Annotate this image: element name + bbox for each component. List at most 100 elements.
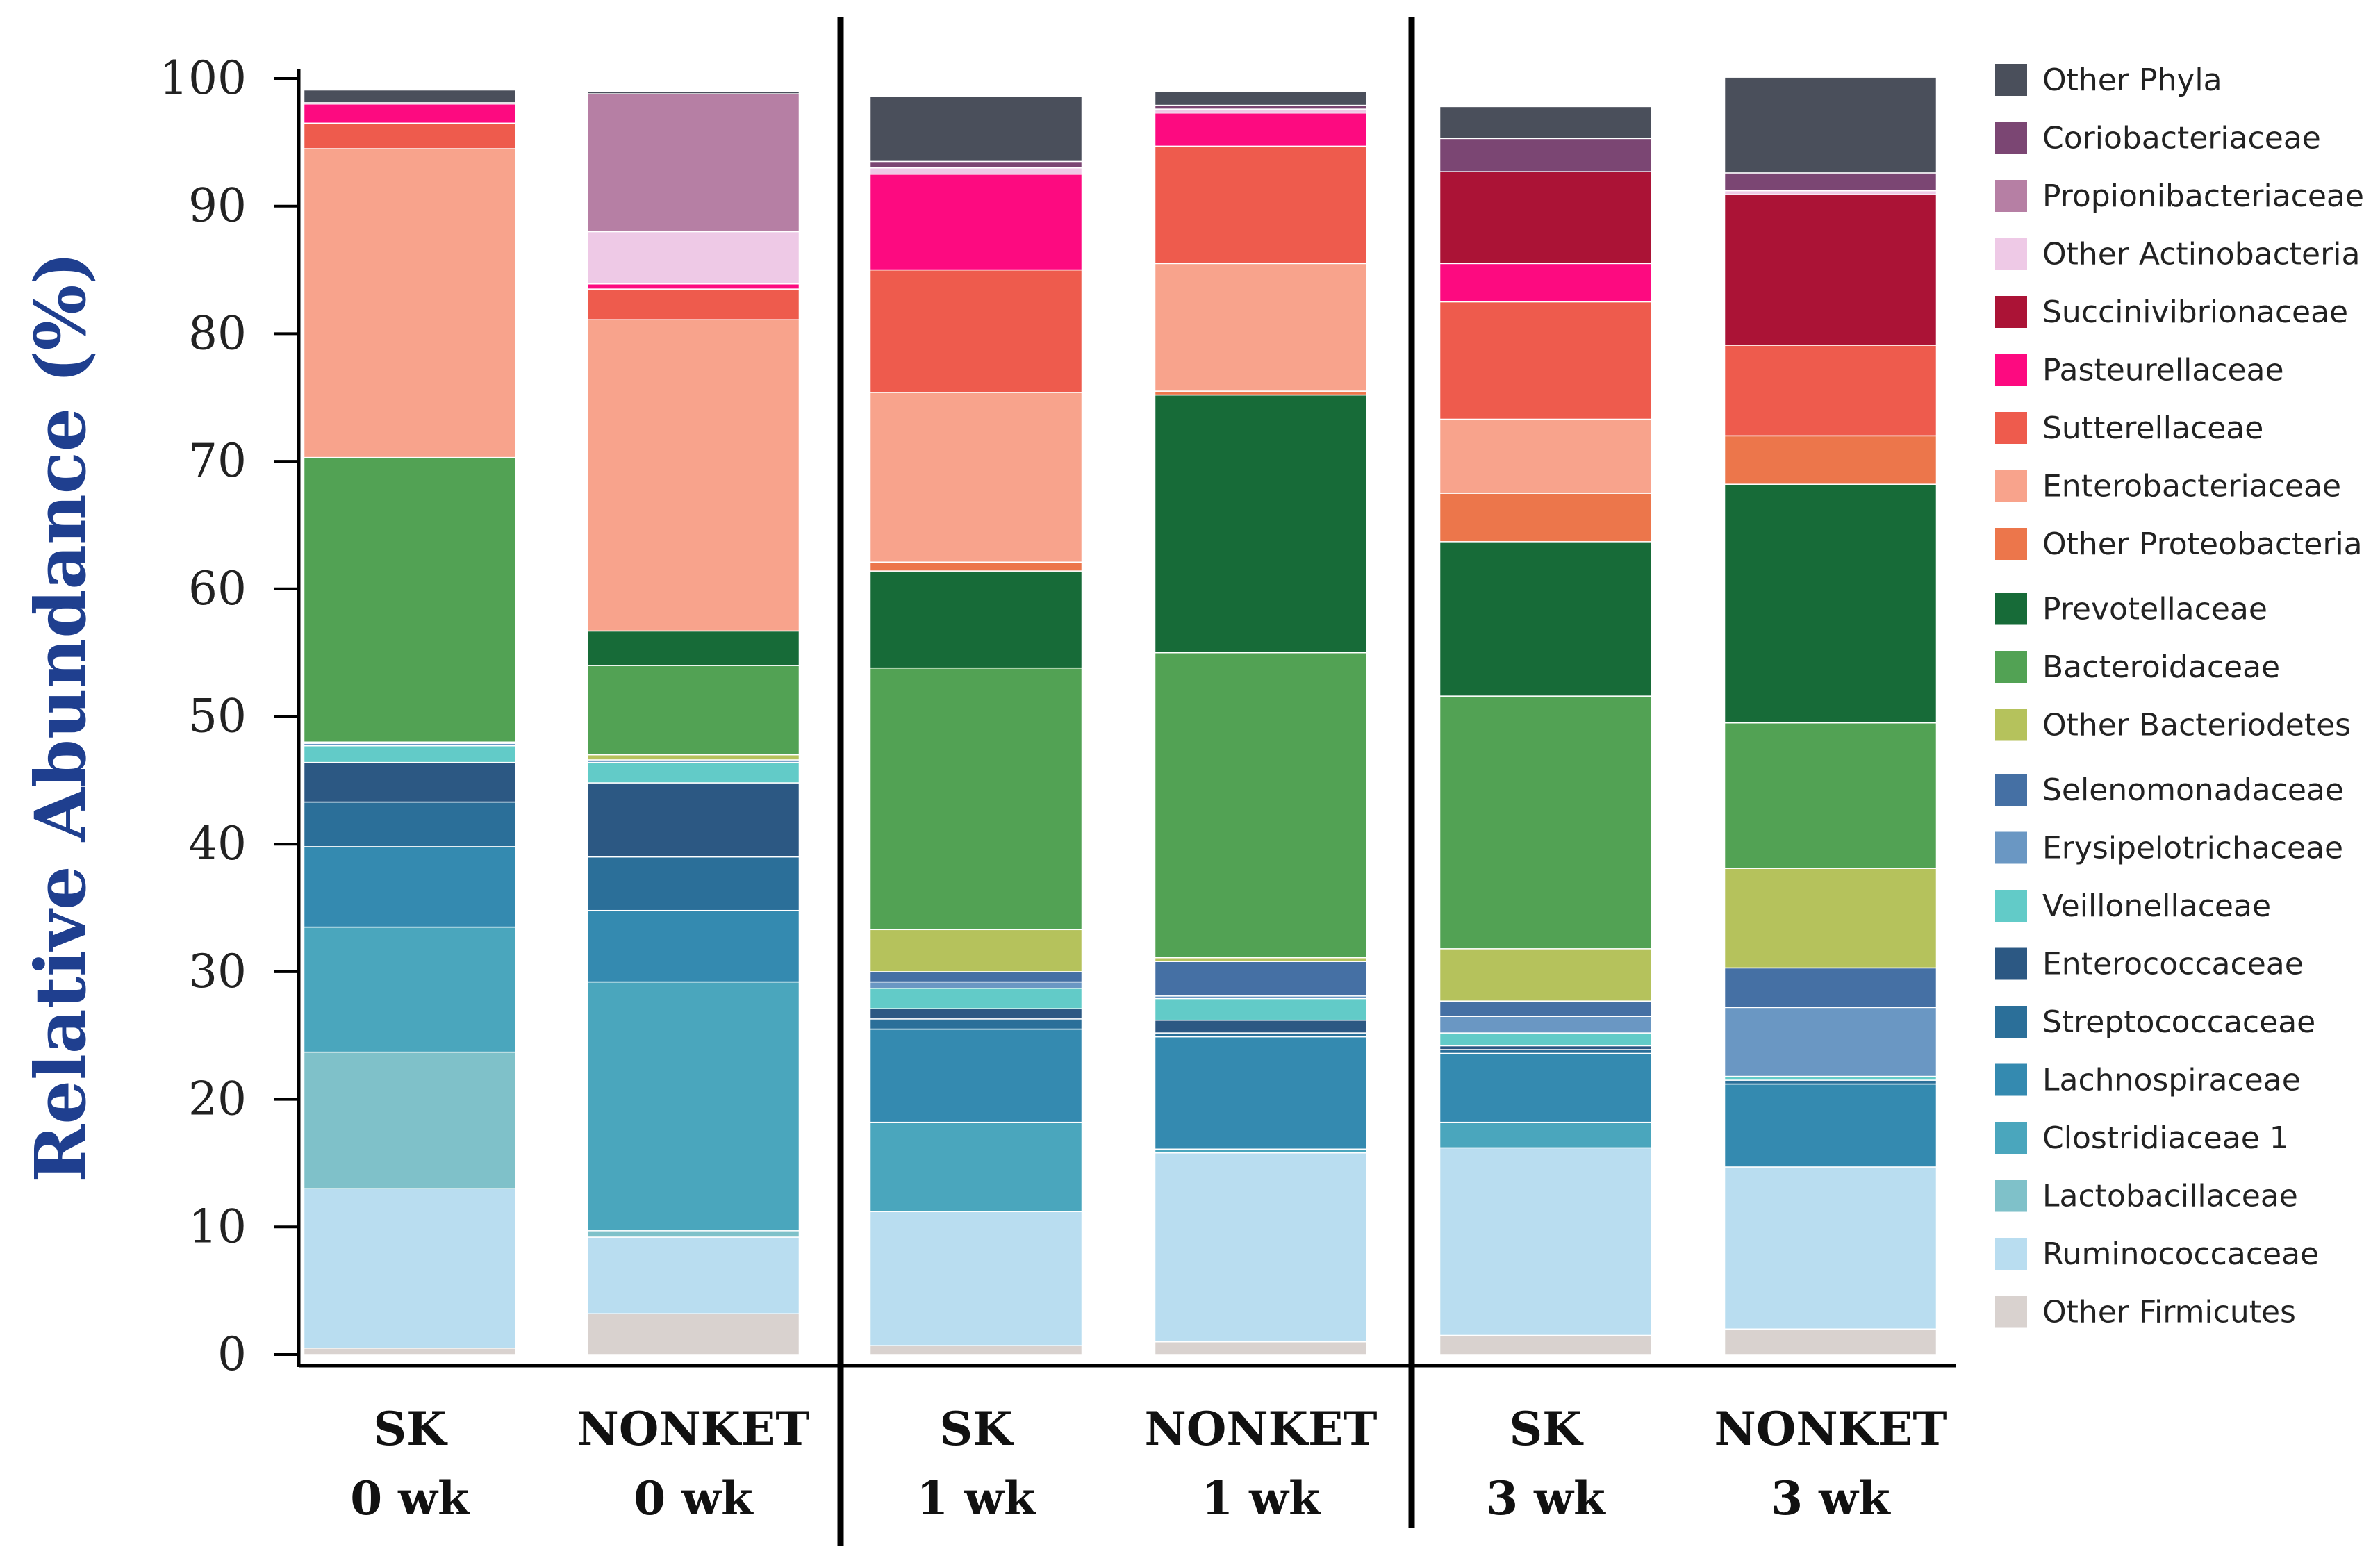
bar-segment-pasteurellaceae-4 — [1154, 112, 1368, 147]
bar-segment-prevotellaceae-2 — [586, 630, 800, 666]
y-tick-label: 80 — [188, 306, 247, 360]
y-axis-title: Relative Abundance (%) — [19, 251, 101, 1182]
legend-swatch-lachnospiraceae — [1995, 1063, 2027, 1096]
x-category-time-label: 1 wk — [916, 1471, 1036, 1525]
x-category-group-label: NONKET — [577, 1402, 810, 1456]
legend-label-other-firmicutes: Other Firmicutes — [2042, 1295, 2296, 1330]
bar-segment-lactobacillaceae-2 — [586, 1230, 800, 1238]
bar-segment-coriobacteriaceae-4 — [1154, 104, 1368, 110]
bar-segment-other-actinobacteria-6 — [1724, 190, 1937, 195]
x-category-group-label: SK — [373, 1402, 448, 1456]
bar-segment-veillonellaceae-5 — [1439, 1032, 1653, 1047]
legend-swatch-succinivibrionaceae — [1995, 296, 2027, 328]
bar-segment-veillonellaceae-3 — [869, 988, 1083, 1009]
bar-segment-prevotellaceae-6 — [1724, 483, 1937, 724]
x-category-time-label: 3 wk — [1486, 1471, 1606, 1525]
legend-label-other-bacteriodetes: Other Bacteriodetes — [2042, 708, 2351, 743]
bar-segment-ruminococcaceae-4 — [1154, 1152, 1368, 1343]
legend-label-other-phyla: Other Phyla — [2042, 63, 2222, 98]
bar-segment-selenomonadaceae-5 — [1439, 1000, 1653, 1017]
bar-segment-prevotellaceae-3 — [869, 570, 1083, 669]
bar-segment-selenomonadaceae-4 — [1154, 961, 1368, 997]
legend-swatch-sutterellaceae — [1995, 412, 2027, 444]
x-category-group-label: SK — [939, 1402, 1014, 1456]
legend-label-clostridiaceae-1: Clostridiaceae 1 — [2042, 1120, 2289, 1156]
bar-segment-other-phyla-6 — [1724, 76, 1937, 174]
bar-segment-lachnospiraceae-5 — [1439, 1052, 1653, 1123]
y-tick-label: 100 — [159, 51, 247, 105]
bar-segment-other-firmicutes-1 — [303, 1348, 517, 1355]
legend-label-erysipelotrichaceae: Erysipelotrichaceae — [2042, 831, 2343, 866]
bar-segment-other-bacteriodetes-6 — [1724, 868, 1937, 969]
bar-segment-succinivibrionaceae-6 — [1724, 194, 1937, 346]
legend-swatch-other-firmicutes — [1995, 1296, 2027, 1328]
legend-swatch-enterococcaceae — [1995, 947, 2027, 980]
legend-label-enterococcaceae: Enterococcaceae — [2042, 947, 2304, 982]
legend-label-streptococcaceae: Streptococcaceae — [2042, 1004, 2315, 1040]
legend-label-ruminococcaceae: Ruminococcaceae — [2042, 1236, 2319, 1272]
y-tick-label: 10 — [188, 1200, 247, 1253]
legend-label-sutterellaceae: Sutterellaceae — [2042, 411, 2263, 446]
bar-segment-streptococcaceae-5 — [1439, 1049, 1653, 1054]
bar-segment-selenomonadaceae-6 — [1724, 967, 1937, 1009]
legend-label-lachnospiraceae: Lachnospiraceae — [2042, 1063, 2301, 1098]
legend-swatch-prevotellaceae — [1995, 593, 2027, 625]
legend-label-enterobacteriaceae: Enterobacteriaceae — [2042, 469, 2341, 504]
y-tick-label: 90 — [188, 179, 247, 233]
bar-segment-propionibacteriaceae-2 — [586, 93, 800, 233]
labels-layer: 0 10 20 30 40 50 60 70 80 90 100 Relative Abundance… — [19, 51, 1947, 1525]
bar-segment-veillonellaceae-4 — [1154, 998, 1368, 1021]
bar-segment-succinivibrionaceae-5 — [1439, 171, 1653, 265]
bar-segment-pasteurellaceae-2 — [586, 283, 800, 290]
x-category-time-label: 0 wk — [350, 1471, 470, 1525]
bar-segment-bacteroidaceae-5 — [1439, 695, 1653, 950]
bar-segment-other-firmicutes-3 — [869, 1345, 1083, 1355]
axes-layer — [274, 17, 1956, 1546]
bar-segment-ruminococcaceae-3 — [869, 1211, 1083, 1346]
bar-segment-veillonellaceae-1 — [303, 745, 517, 763]
bar-segment-other-bacteriodetes-5 — [1439, 948, 1653, 1002]
bar-segment-sutterellaceae-4 — [1154, 145, 1368, 265]
bar-segment-other-proteobacteria-5 — [1439, 493, 1653, 543]
legend-label-veillonellaceae: Veillonellaceae — [2042, 888, 2271, 924]
bar-segment-prevotellaceae-4 — [1154, 394, 1368, 654]
bar-segment-coriobacteriaceae-3 — [869, 160, 1083, 169]
bar-segment-prevotellaceae-5 — [1439, 541, 1653, 697]
bar-segment-other-phyla-5 — [1439, 106, 1653, 140]
bar-segment-other-proteobacteria-4 — [1154, 390, 1368, 396]
bar-segment-bacteroidaceae-4 — [1154, 652, 1368, 959]
legend-swatch-veillonellaceae — [1995, 890, 2027, 922]
legend-swatch-streptococcaceae — [1995, 1006, 2027, 1038]
legend-swatch-ruminococcaceae — [1995, 1238, 2027, 1270]
y-tick-label: 30 — [188, 945, 247, 998]
bar-segment-veillonellaceae-6 — [1724, 1075, 1937, 1081]
x-category-time-label: 1 wk — [1201, 1471, 1321, 1525]
bar-segment-ruminococcaceae-6 — [1724, 1166, 1937, 1330]
bar-segment-pasteurellaceae-5 — [1439, 263, 1653, 303]
bar-segment-clostridiaceae-1-4 — [1154, 1148, 1368, 1154]
bar-segment-lachnospiraceae-2 — [586, 909, 800, 983]
legend-swatch-clostridiaceae-1 — [1995, 1122, 2027, 1154]
legend-swatch-other-phyla — [1995, 64, 2027, 96]
legend-label-selenomonadaceae: Selenomonadaceae — [2042, 772, 2344, 808]
y-tick-label: 20 — [188, 1073, 247, 1126]
bar-segment-lachnospiraceae-6 — [1724, 1083, 1937, 1168]
bar-segment-other-proteobacteria-6 — [1724, 435, 1937, 485]
bar-segment-lachnospiraceae-1 — [303, 846, 517, 928]
bar-segment-sutterellaceae-3 — [869, 269, 1083, 393]
bar-segment-enterococcaceae-3 — [869, 1008, 1083, 1020]
y-tick-label: 60 — [188, 562, 247, 615]
bar-segment-selenomonadaceae-3 — [869, 971, 1083, 983]
bar-segment-streptococcaceae-3 — [869, 1018, 1083, 1030]
bar-segment-other-phyla-2 — [586, 90, 800, 94]
bar-segment-other-phyla-1 — [303, 89, 517, 104]
bar-segment-other-bacteriodetes-3 — [869, 929, 1083, 972]
bar-segment-clostridiaceae-1-1 — [303, 926, 517, 1053]
legend-swatch-other-proteobacteria — [1995, 528, 2027, 560]
bar-segment-erysipelotrichaceae-6 — [1724, 1007, 1937, 1077]
bar-segment-enterobacteriaceae-5 — [1439, 418, 1653, 494]
bar-segment-other-actinobacteria-3 — [869, 167, 1083, 175]
legend-swatch-lactobacillaceae — [1995, 1180, 2027, 1212]
